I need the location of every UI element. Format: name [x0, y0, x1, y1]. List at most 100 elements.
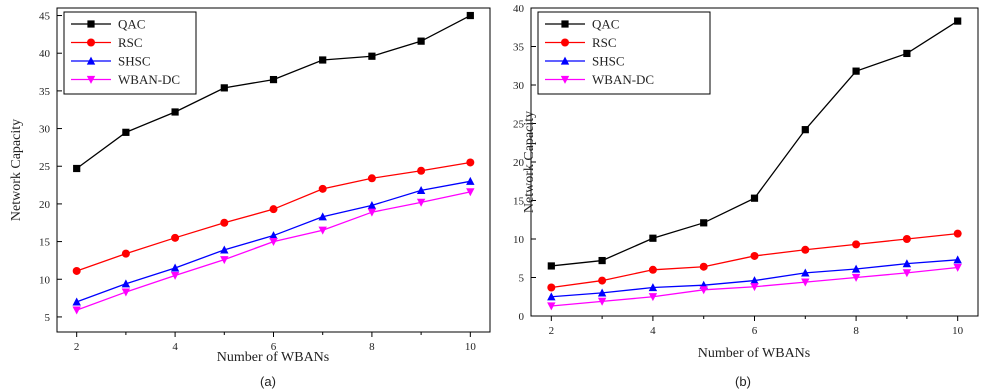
- legend-label: WBAN-DC: [118, 72, 180, 87]
- data-point: [171, 108, 179, 116]
- legend-marker: [87, 20, 95, 28]
- data-point: [648, 293, 658, 302]
- x-tick-label: 6: [271, 341, 277, 353]
- data-point: [750, 283, 759, 292]
- y-tick-label: 10: [39, 274, 51, 286]
- series-shsc: [547, 255, 962, 301]
- y-tick-label: 30: [39, 124, 51, 136]
- y-tick-label: 35: [39, 86, 51, 98]
- data-point: [121, 249, 130, 258]
- data-point: [72, 266, 81, 275]
- data-point: [367, 208, 377, 217]
- legend-marker: [87, 38, 95, 47]
- y-tick-label: 30: [513, 80, 525, 92]
- y-tick-label: 15: [513, 196, 525, 208]
- data-point: [319, 56, 327, 64]
- data-point: [649, 234, 657, 242]
- series-rsc: [72, 158, 475, 275]
- data-point: [903, 49, 911, 58]
- series-shsc: [72, 176, 475, 306]
- data-point: [318, 226, 327, 235]
- data-point: [72, 297, 81, 306]
- data-point: [220, 84, 228, 92]
- data-point: [547, 292, 556, 301]
- data-point: [902, 269, 912, 278]
- data-point: [73, 164, 81, 173]
- y-tick-label: 5: [45, 312, 51, 324]
- data-point: [416, 185, 426, 194]
- data-point: [72, 306, 81, 315]
- data-point: [417, 166, 426, 175]
- legend-label: RSC: [118, 35, 143, 50]
- legend-label: WBAN-DC: [592, 72, 654, 87]
- y-tick-label: 40: [39, 48, 51, 60]
- data-point: [953, 229, 962, 238]
- data-point: [269, 75, 278, 84]
- legend-box: [63, 11, 197, 95]
- legend: QAC RSC SHSC WBAN-DC: [537, 11, 711, 95]
- data-point: [269, 205, 278, 214]
- legend-marker: [561, 20, 569, 28]
- legend-marker: [86, 56, 96, 65]
- data-point: [121, 279, 131, 288]
- data-point: [367, 201, 377, 210]
- y-tick-label: 25: [513, 119, 525, 131]
- x-tick-label: 2: [74, 341, 80, 353]
- data-point: [801, 278, 810, 287]
- legend-marker: [560, 75, 570, 84]
- legend-marker: [560, 56, 570, 65]
- x-tick-label: 10: [465, 341, 477, 353]
- data-point: [902, 259, 912, 268]
- data-point: [852, 67, 860, 75]
- x-tick-label: 6: [752, 325, 758, 337]
- panel-caption: (a): [260, 374, 276, 389]
- series-line: [76, 161, 471, 272]
- data-point: [953, 255, 962, 264]
- data-point: [902, 235, 911, 243]
- data-point: [597, 297, 607, 306]
- chart-panel-a: 5 10 15 20 25 30 35 40 45 2 4 6 8 10 Number of WBANs Ne…: [9, 7, 491, 389]
- legend-label: SHSC: [592, 54, 625, 69]
- series-wban-dc: [547, 263, 962, 311]
- x-tick-label: 2: [549, 325, 555, 337]
- legend: QAC RSC SHSC WBAN-DC: [63, 11, 197, 95]
- data-point: [598, 276, 607, 285]
- data-point: [122, 128, 130, 136]
- data-point: [598, 256, 606, 265]
- data-point: [318, 184, 327, 193]
- panel-caption: (b): [735, 374, 751, 389]
- data-point: [170, 263, 180, 272]
- legend-marker: [561, 38, 569, 47]
- data-point: [648, 265, 657, 274]
- data-point: [417, 37, 425, 45]
- data-point: [700, 219, 708, 227]
- y-tick-label: 40: [513, 3, 525, 15]
- data-point: [851, 264, 861, 273]
- data-point: [547, 302, 556, 311]
- data-point: [852, 240, 861, 249]
- legend-label: RSC: [592, 35, 617, 50]
- data-point: [466, 188, 475, 197]
- data-point: [318, 212, 327, 221]
- data-point: [648, 283, 658, 292]
- data-point: [801, 268, 810, 277]
- y-tick-label: 5: [519, 273, 525, 285]
- data-point: [466, 11, 474, 20]
- x-axis-label: Number of WBANs: [698, 346, 811, 361]
- y-tick-label: 10: [513, 234, 525, 246]
- legend-marker: [86, 75, 96, 84]
- y-tick-label: 15: [39, 237, 51, 249]
- data-point: [466, 158, 475, 167]
- data-point: [801, 245, 810, 254]
- data-point: [547, 262, 555, 270]
- data-point: [220, 256, 229, 265]
- data-point: [547, 283, 556, 292]
- x-tick-label: 4: [172, 341, 178, 353]
- y-axis-label: Network Capacity: [522, 111, 537, 213]
- legend-label: QAC: [592, 17, 619, 32]
- y-tick-label: 25: [39, 161, 51, 173]
- series-qac: [547, 17, 962, 270]
- data-point: [220, 218, 229, 227]
- data-point: [597, 288, 607, 297]
